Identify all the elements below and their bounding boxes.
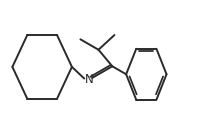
Text: N: N — [85, 73, 93, 86]
